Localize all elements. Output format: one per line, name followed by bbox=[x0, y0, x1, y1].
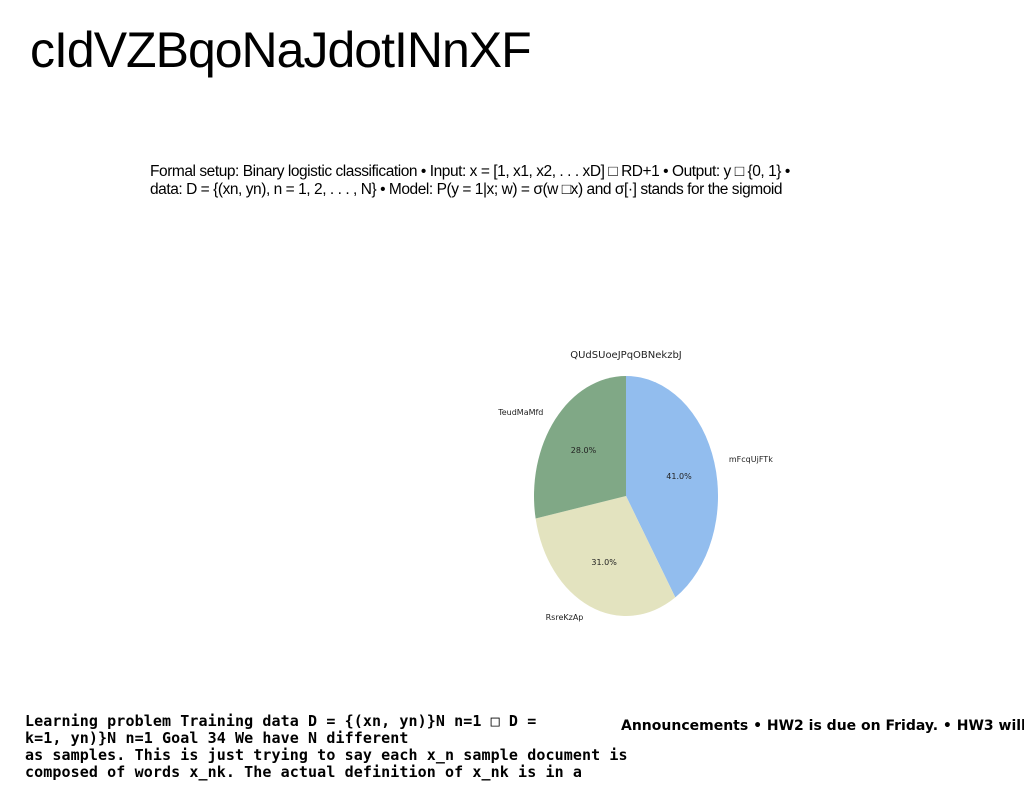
pie-slice bbox=[535, 496, 676, 617]
pie-pct-label: 41.0% bbox=[666, 472, 692, 481]
formal-setup-line: data: D = {(xn, yn), n = 1, 2, . . . , N… bbox=[150, 181, 783, 198]
pie-pct-label: 28.0% bbox=[571, 446, 597, 455]
formal-setup-text: Formal setup: Binary logistic classifica… bbox=[150, 163, 850, 199]
learning-problem-line: Learning problem Training data D = {(xn,… bbox=[25, 712, 537, 730]
pie-slice-label: TeudMaMfd bbox=[497, 408, 543, 417]
formal-setup-line: Formal setup: Binary logistic classifica… bbox=[150, 163, 790, 180]
chart-title: QUdSUoeJPqOBNekzbJ bbox=[570, 350, 682, 361]
pie-slice bbox=[533, 376, 626, 519]
learning-problem-line: composed of words x_nk. The actual defin… bbox=[25, 763, 582, 781]
announcements-text: Announcements • HW2 is due on Friday. • … bbox=[621, 718, 1024, 734]
pie-slice bbox=[626, 376, 719, 598]
slide-title: cIdVZBqoNaJdotINnXF bbox=[30, 22, 532, 78]
pie-pct-label: 31.0% bbox=[591, 558, 617, 567]
learning-problem-text: Learning problem Training data D = {(xn,… bbox=[25, 713, 628, 781]
learning-problem-line: as samples. This is just trying to say e… bbox=[25, 746, 628, 764]
pie-slice-label: mFcqUjFTk bbox=[729, 455, 773, 464]
pie-slice-label: RsreKzAp bbox=[546, 613, 584, 622]
pie-chart: QUdSUoeJPqOBNekzbJ 41.0% 31.0% 28.0% mFcqU… bbox=[497, 350, 773, 622]
learning-problem-line: k=1, yn)}N n=1 Goal 34 We have N differe… bbox=[25, 729, 409, 747]
